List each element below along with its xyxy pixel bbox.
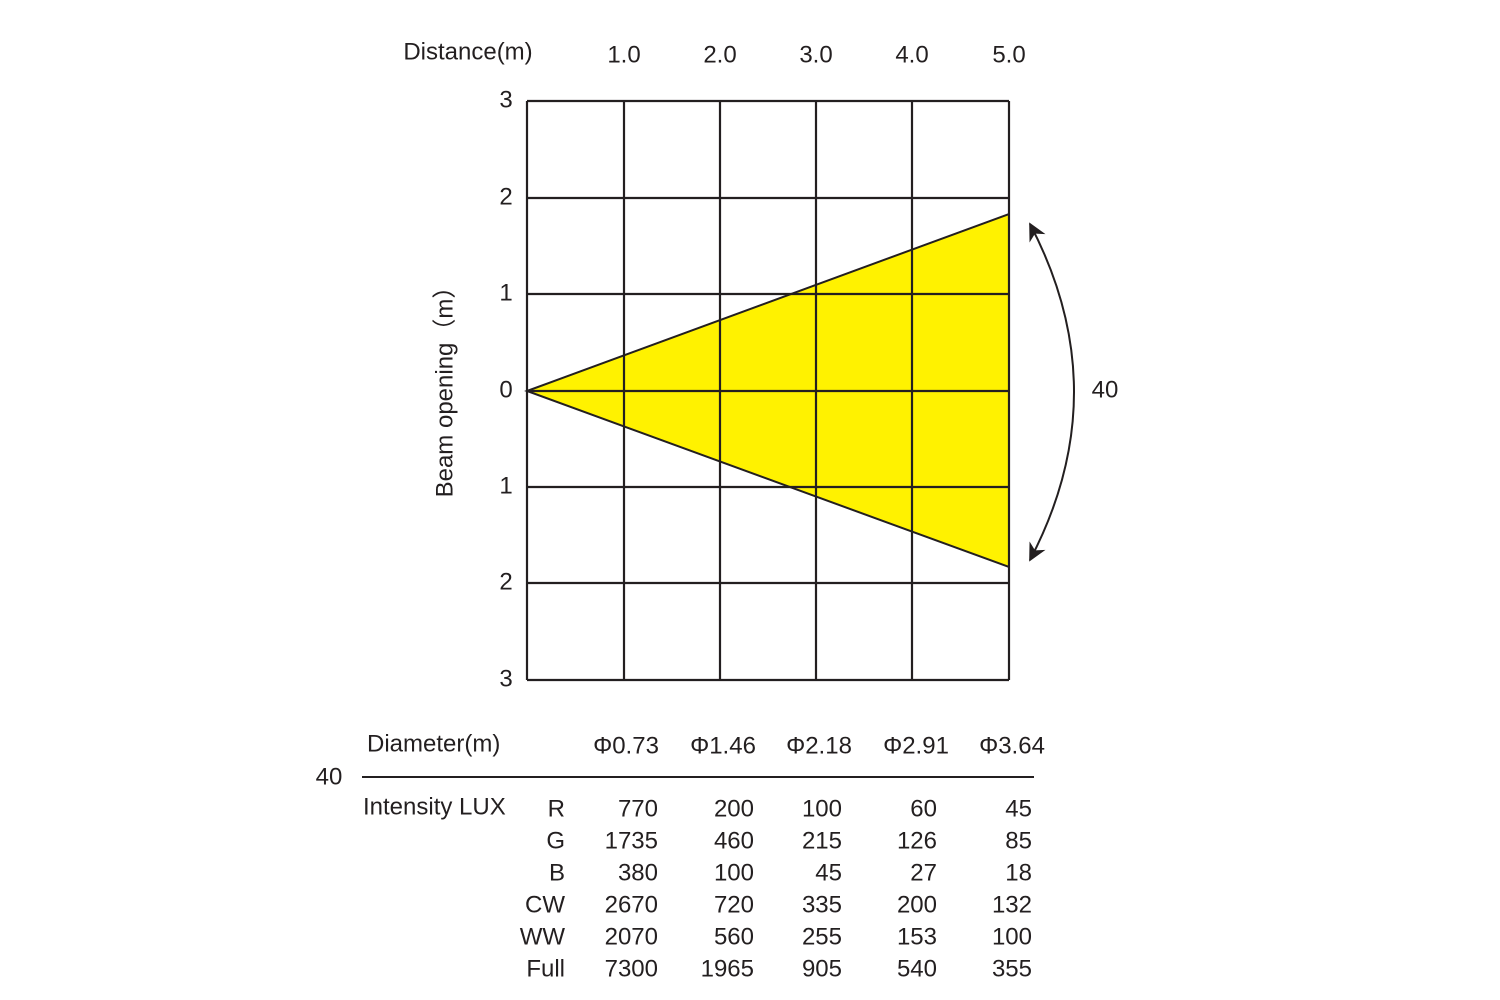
intensity-value: 720 xyxy=(714,891,754,918)
beam-tick: 1 xyxy=(499,279,512,306)
diameter-value: Φ1.46 xyxy=(690,732,756,759)
beam-tick: 1 xyxy=(499,472,512,499)
intensity-value: 85 xyxy=(1005,827,1032,854)
diameter-value: Φ2.91 xyxy=(883,732,949,759)
intensity-value: 132 xyxy=(992,891,1032,918)
distance-label: Distance(m) xyxy=(403,38,532,65)
intensity-value: 380 xyxy=(618,859,658,886)
intensity-value: 1965 xyxy=(701,955,754,982)
row-label: B xyxy=(549,859,565,886)
intensity-value: 2670 xyxy=(605,891,658,918)
intensity-label: Intensity LUX xyxy=(363,793,506,820)
intensity-value: 45 xyxy=(815,859,842,886)
diameter-value: Φ0.73 xyxy=(593,732,659,759)
diameter-value: Φ3.64 xyxy=(979,732,1045,759)
distance-tick: 2.0 xyxy=(703,41,736,68)
row-label: CW xyxy=(525,891,565,918)
intensity-value: 255 xyxy=(802,923,842,950)
intensity-value: 770 xyxy=(618,795,658,822)
intensity-value: 560 xyxy=(714,923,754,950)
intensity-value: 60 xyxy=(910,795,937,822)
intensity-value: 460 xyxy=(714,827,754,854)
intensity-value: 18 xyxy=(1005,859,1032,886)
intensity-value: 45 xyxy=(1005,795,1032,822)
row-label: R xyxy=(548,795,565,822)
grid xyxy=(525,99,1011,682)
row-label: G xyxy=(546,827,565,854)
beam-tick: 3 xyxy=(499,665,512,692)
beam-tick: 2 xyxy=(499,183,512,210)
intensity-value: 215 xyxy=(802,827,842,854)
beam-tick: 0 xyxy=(499,376,512,403)
beam-tick: 3 xyxy=(499,86,512,113)
intensity-value: 7300 xyxy=(605,955,658,982)
row-label: WW xyxy=(520,923,566,950)
intensity-value: 1735 xyxy=(605,827,658,854)
table-angle: 40 xyxy=(316,763,343,790)
intensity-value: 540 xyxy=(897,955,937,982)
intensity-value: 100 xyxy=(992,923,1032,950)
beam-tick: 2 xyxy=(499,568,512,595)
intensity-value: 335 xyxy=(802,891,842,918)
intensity-value: 126 xyxy=(897,827,937,854)
diameter-value: Φ2.18 xyxy=(786,732,852,759)
distance-tick: 5.0 xyxy=(992,41,1025,68)
row-label: Full xyxy=(526,955,565,982)
diameter-label: Diameter(m) xyxy=(367,730,500,757)
angle-arrow xyxy=(1029,222,1075,562)
intensity-value: 100 xyxy=(714,859,754,886)
intensity-value: 153 xyxy=(897,923,937,950)
distance-tick: 4.0 xyxy=(895,41,928,68)
beam-label: Beam opening（m） xyxy=(431,275,458,498)
distance-tick: 1.0 xyxy=(607,41,640,68)
intensity-value: 100 xyxy=(802,795,842,822)
distance-tick: 3.0 xyxy=(799,41,832,68)
intensity-value: 200 xyxy=(897,891,937,918)
intensity-value: 905 xyxy=(802,955,842,982)
intensity-value: 355 xyxy=(992,955,1032,982)
angle-label: 40 xyxy=(1092,376,1119,403)
intensity-value: 200 xyxy=(714,795,754,822)
intensity-value: 27 xyxy=(910,859,937,886)
intensity-value: 2070 xyxy=(605,923,658,950)
